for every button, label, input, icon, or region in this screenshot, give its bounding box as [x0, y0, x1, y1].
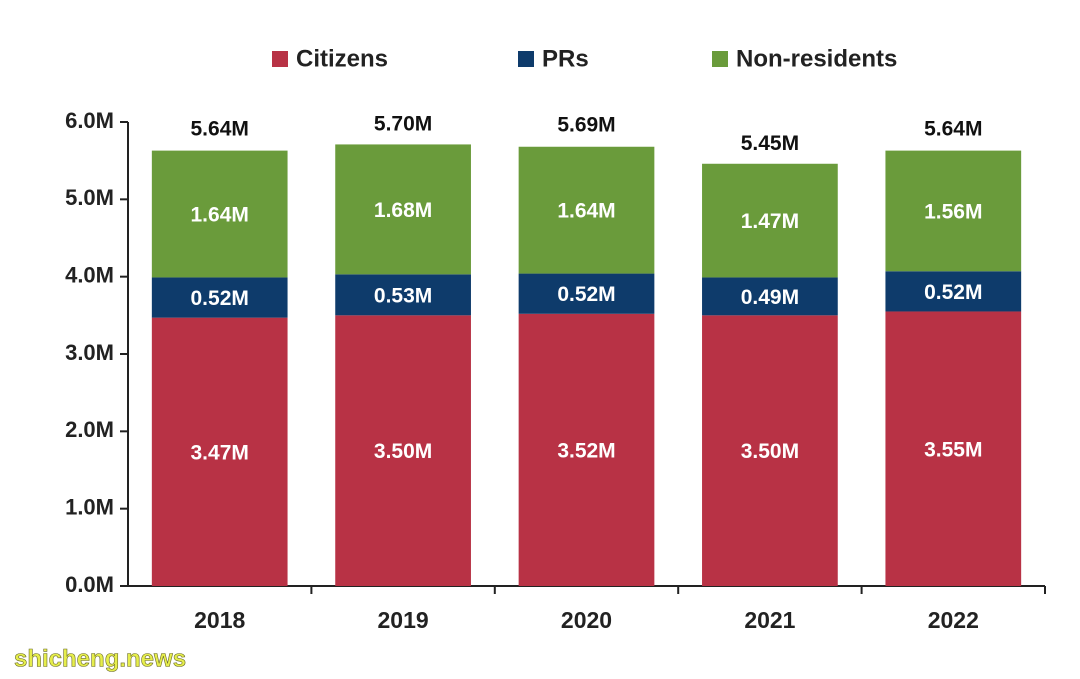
- bar-segment: [885, 271, 1022, 312]
- value-label: 3.52M: [557, 439, 615, 462]
- y-tick-label: 5.0M: [65, 185, 114, 210]
- y-tick-label: 1.0M: [65, 494, 114, 519]
- y-tick-label: 0.0M: [65, 572, 114, 597]
- bar-segment: [702, 277, 838, 316]
- bar-segment: [151, 150, 288, 278]
- bar-segment: [335, 274, 471, 316]
- value-label: 0.53M: [374, 284, 432, 307]
- bar-segment: [702, 163, 838, 278]
- x-tick-label: 2021: [744, 607, 795, 633]
- bar-segment: [518, 146, 655, 274]
- legend-label: PRs: [542, 45, 589, 72]
- bar-segment: [335, 144, 471, 275]
- value-label: 3.55M: [924, 438, 982, 461]
- value-label: 1.64M: [191, 204, 249, 227]
- value-label: 0.49M: [741, 286, 799, 309]
- total-label: 5.45M: [741, 132, 799, 155]
- bar-segment: [702, 315, 838, 586]
- total-label: 5.70M: [374, 113, 432, 136]
- legend-label: Non-residents: [736, 45, 897, 72]
- total-label: 5.64M: [191, 117, 249, 140]
- y-tick-label: 2.0M: [65, 417, 114, 442]
- legend-marker: [272, 51, 288, 67]
- y-tick-label: 3.0M: [65, 340, 114, 365]
- value-label: 0.52M: [557, 283, 615, 306]
- value-label: 3.50M: [741, 440, 799, 463]
- total-label: 5.64M: [924, 117, 982, 140]
- y-tick-label: 6.0M: [65, 108, 114, 133]
- legend-marker: [712, 51, 728, 67]
- y-tick-label: 4.0M: [65, 262, 114, 287]
- bar-segment: [885, 311, 1022, 586]
- value-label: 1.56M: [924, 200, 982, 223]
- bar-segment: [151, 317, 288, 586]
- x-tick-label: 2022: [928, 607, 979, 633]
- legend-marker: [518, 51, 534, 67]
- bar-segment: [518, 273, 655, 314]
- value-label: 1.68M: [374, 199, 432, 222]
- legend-label: Citizens: [296, 45, 388, 72]
- bar-segment: [335, 315, 471, 586]
- value-label: 1.64M: [557, 200, 615, 223]
- value-label: 1.47M: [741, 210, 799, 233]
- total-label: 5.69M: [557, 114, 615, 137]
- x-tick-label: 2019: [378, 607, 429, 633]
- x-tick-label: 2018: [194, 607, 245, 633]
- bar-segment: [885, 150, 1022, 272]
- x-tick-label: 2020: [561, 607, 612, 633]
- value-label: 0.52M: [191, 287, 249, 310]
- bar-segment: [151, 277, 288, 318]
- value-label: 3.47M: [191, 441, 249, 464]
- value-label: 0.52M: [924, 281, 982, 304]
- bar-segment: [518, 313, 655, 586]
- watermark: shicheng.news: [14, 645, 186, 672]
- value-label: 3.50M: [374, 440, 432, 463]
